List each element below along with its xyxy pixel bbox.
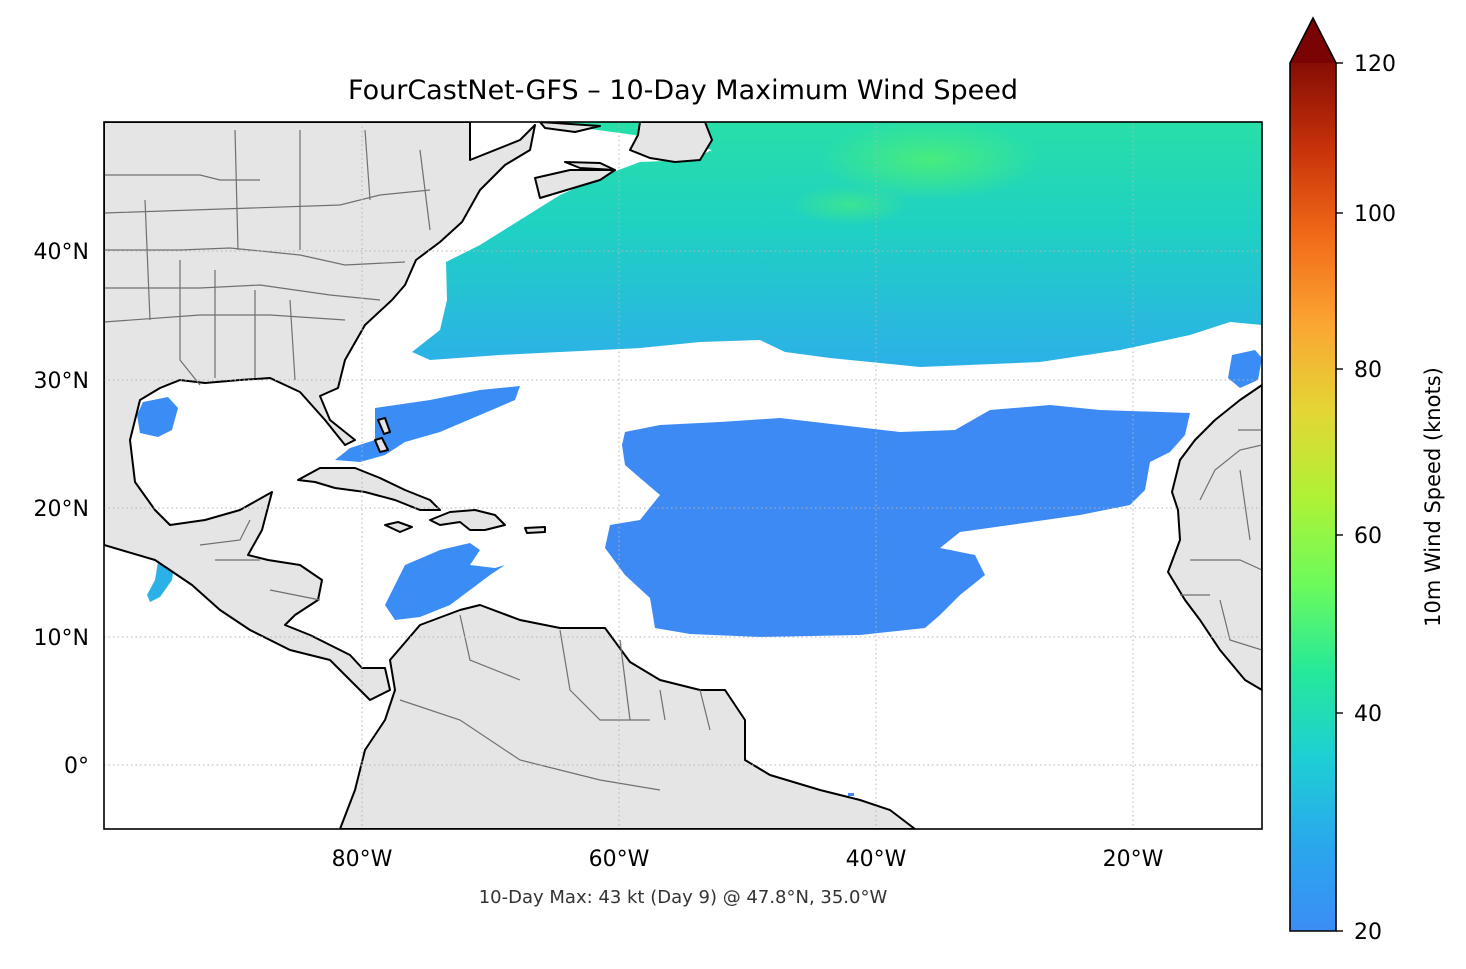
lon-tick-label: 60°W xyxy=(589,847,650,872)
lat-tick-label: 20°N xyxy=(34,497,89,522)
land-hispaniola xyxy=(429,509,506,531)
land-north-america xyxy=(104,122,536,701)
wind-field-gulf xyxy=(137,397,178,437)
figure-title: FourCastNet-GFS – 10-Day Maximum Wind Sp… xyxy=(348,75,1018,106)
land-south-america xyxy=(339,604,916,829)
land-cuba xyxy=(297,467,441,511)
colorbar-tick-label: 60 xyxy=(1354,524,1382,549)
land-africa xyxy=(1167,384,1262,691)
land xyxy=(104,122,1262,829)
lat-tick-label: 0° xyxy=(64,754,89,779)
lon-tick-label: 40°W xyxy=(846,847,907,872)
land-jamaica xyxy=(384,521,413,533)
wind-field-tropical-atlantic xyxy=(605,405,1190,637)
colorbar-extend-max-arrow xyxy=(1290,18,1336,63)
colorbar: 20 40 60 80 100 120 10m Wind Speed (knot… xyxy=(1289,16,1445,945)
wind-max-area xyxy=(820,122,1040,200)
colorbar-gradient xyxy=(1290,63,1336,931)
map-frame xyxy=(103,121,1263,830)
wind-field-caribbean xyxy=(385,543,505,620)
max-summary-note: 10-Day Max: 43 kt (Day 9) @ 47.8°N, 35.0… xyxy=(479,887,888,908)
lon-tick-label: 80°W xyxy=(332,847,393,872)
colorbar-tick-label: 20 xyxy=(1354,920,1382,945)
lon-tick-labels: 80°W 60°W 40°W 20°W xyxy=(332,847,1164,872)
lat-tick-label: 10°N xyxy=(34,626,89,651)
lat-tick-labels: 40°N 30°N 20°N 10°N 0° xyxy=(34,240,89,779)
land-newfoundland xyxy=(629,122,713,163)
political-borders xyxy=(104,129,1262,791)
land-nova-scotia xyxy=(534,169,616,199)
colorbar-label: 10m Wind Speed (knots) xyxy=(1421,367,1445,627)
wind-field-north-band xyxy=(412,122,1262,367)
land-puerto-rico xyxy=(524,526,546,534)
colorbar-tick-label: 80 xyxy=(1354,358,1382,383)
colorbar-tick-label: 100 xyxy=(1354,202,1396,227)
map-panel xyxy=(104,122,1262,829)
wind-field xyxy=(137,122,1262,796)
colorbar-tick-label: 40 xyxy=(1354,702,1382,727)
lat-tick-label: 30°N xyxy=(34,369,89,394)
lat-tick-label: 40°N xyxy=(34,240,89,265)
lon-tick-label: 20°W xyxy=(1103,847,1164,872)
colorbar-tick-label: 120 xyxy=(1354,52,1396,77)
gridlines xyxy=(104,122,1262,829)
colorbar-tick-labels: 20 40 60 80 100 120 xyxy=(1354,52,1396,945)
